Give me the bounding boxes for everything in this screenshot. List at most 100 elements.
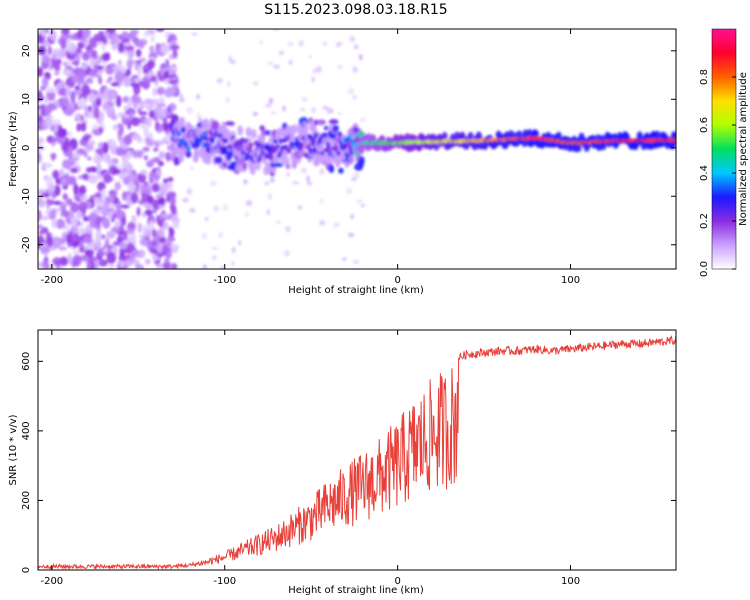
snr-y-tick-label: 200 [21, 491, 32, 510]
spectrogram-cell [229, 59, 237, 64]
snr-y-label: SNR (10 * v/v) [8, 414, 19, 485]
spectrogram-cell [71, 60, 80, 65]
spectrogram-cell [41, 193, 50, 198]
spectrogram-cell [119, 241, 128, 250]
spectrogram-cell [342, 257, 347, 261]
spectrogram-cell [101, 188, 107, 201]
spectrogram-cell [155, 263, 164, 269]
spectrogram-cell [38, 93, 45, 102]
spectrogram-cell [38, 105, 44, 110]
spectrogram-cell [88, 174, 98, 184]
spectrogram-cell [152, 207, 158, 214]
spectrogram-cell [80, 121, 87, 132]
spectrogram-cell [114, 70, 125, 83]
spectrogram-cell [59, 256, 69, 267]
snr-x-tick-label: -200 [40, 576, 63, 587]
spectrogram-cell [136, 150, 143, 159]
spectrogram-cell [147, 59, 156, 69]
spectrogram-cell [65, 85, 71, 98]
spectrogram-x-tick-label: 100 [561, 275, 580, 286]
spectrogram-cell [110, 114, 118, 121]
spectrogram-cell [289, 133, 296, 144]
spectrogram-cell [108, 190, 117, 197]
spectrogram-cell [137, 65, 142, 76]
spectrogram-cell [107, 161, 117, 167]
spectrogram-cell [150, 35, 155, 43]
spectrogram-cell [319, 198, 324, 204]
spectrogram-cell [130, 116, 141, 127]
spectrogram-cell [96, 164, 102, 176]
spectrogram-cell [118, 253, 127, 263]
spectrogram-cell [301, 96, 308, 102]
spectrogram-cell [311, 106, 316, 114]
spectrogram-cell [149, 220, 154, 231]
spectrogram-cell [178, 152, 185, 163]
spectrogram-cell [71, 74, 81, 83]
spectrogram-cell [171, 66, 177, 71]
spectrogram-cell [144, 258, 151, 265]
spectrogram-cell [132, 149, 138, 159]
spectrogram-cell [59, 168, 65, 177]
spectrogram-cell [108, 91, 117, 98]
spectrogram-cell [231, 261, 235, 267]
spectrogram-cell [349, 36, 356, 43]
spectrogram-cell [51, 137, 58, 143]
spectrogram-cell [76, 122, 82, 132]
spectrogram-cell [185, 150, 192, 158]
spectrogram-cell [136, 102, 145, 108]
spectrogram-cell [94, 63, 99, 75]
spectrogram-cell [81, 63, 88, 70]
spectrogram-cell [163, 70, 170, 77]
spectrogram-cell [70, 224, 79, 235]
spectrogram-cell [76, 211, 83, 219]
spectrogram-cell [99, 35, 107, 42]
spectrogram-cell [319, 220, 326, 226]
spectrogram-cell [262, 127, 267, 136]
spectrogram-cell [51, 118, 62, 126]
spectrogram-cell [137, 172, 147, 184]
spectrogram-cell [329, 164, 335, 174]
colorbar: 0.0 0.2 0.4 0.6 0.8 Normalized spectral ampl… [699, 28, 749, 277]
spectrogram-cell [196, 112, 201, 118]
spectrogram-cell [285, 226, 291, 233]
spectrogram-cell [250, 129, 257, 140]
spectrogram-cell [146, 195, 154, 204]
spectrogram-cell [116, 211, 124, 220]
snr-y-tick-label: 400 [21, 421, 32, 440]
spectrogram-cell [347, 87, 354, 95]
spectrogram-cell [129, 82, 139, 87]
spectrogram-cell [106, 251, 117, 264]
spectrogram-cell [169, 197, 176, 206]
spectrogram-cell [101, 53, 110, 62]
colorbar-tick-label: 0.0 [699, 261, 710, 277]
colorbar-label: Normalized spectral amplitude [738, 72, 749, 226]
spectrogram-cell [286, 147, 292, 154]
spectrogram-cell [227, 143, 233, 150]
spectrogram-cell [145, 139, 155, 147]
spectrogram-cell [112, 65, 120, 73]
spectrogram-cell [555, 131, 562, 140]
spectrogram-cell [65, 233, 73, 244]
spectrogram-cell [158, 236, 167, 244]
spectrogram-cell [216, 78, 223, 84]
spectrogram-cell [127, 199, 133, 206]
spectrogram-cell [222, 204, 228, 211]
spectrogram-cell [120, 204, 130, 209]
spectrogram-cell [143, 131, 150, 138]
spectrogram-cell [298, 39, 304, 47]
spectrogram-cell [287, 41, 294, 47]
spectrogram-cell [186, 188, 193, 195]
colorbar-tick-label: 0.4 [699, 165, 710, 181]
spectrogram-cell [41, 260, 47, 269]
spectrogram-cell [168, 226, 174, 233]
spectrogram-y-tick-label: -10 [21, 188, 32, 204]
spectrogram-cell [109, 139, 117, 148]
spectrogram-cell [267, 61, 274, 66]
spectrogram-cell [110, 226, 120, 233]
spectrogram-cell [71, 240, 80, 248]
spectrogram-cell [38, 113, 44, 125]
spectrogram-cell [149, 45, 155, 54]
spectrogram-cell [66, 38, 72, 51]
spectrogram-cell [138, 111, 148, 116]
spectrogram-cell [351, 177, 357, 182]
